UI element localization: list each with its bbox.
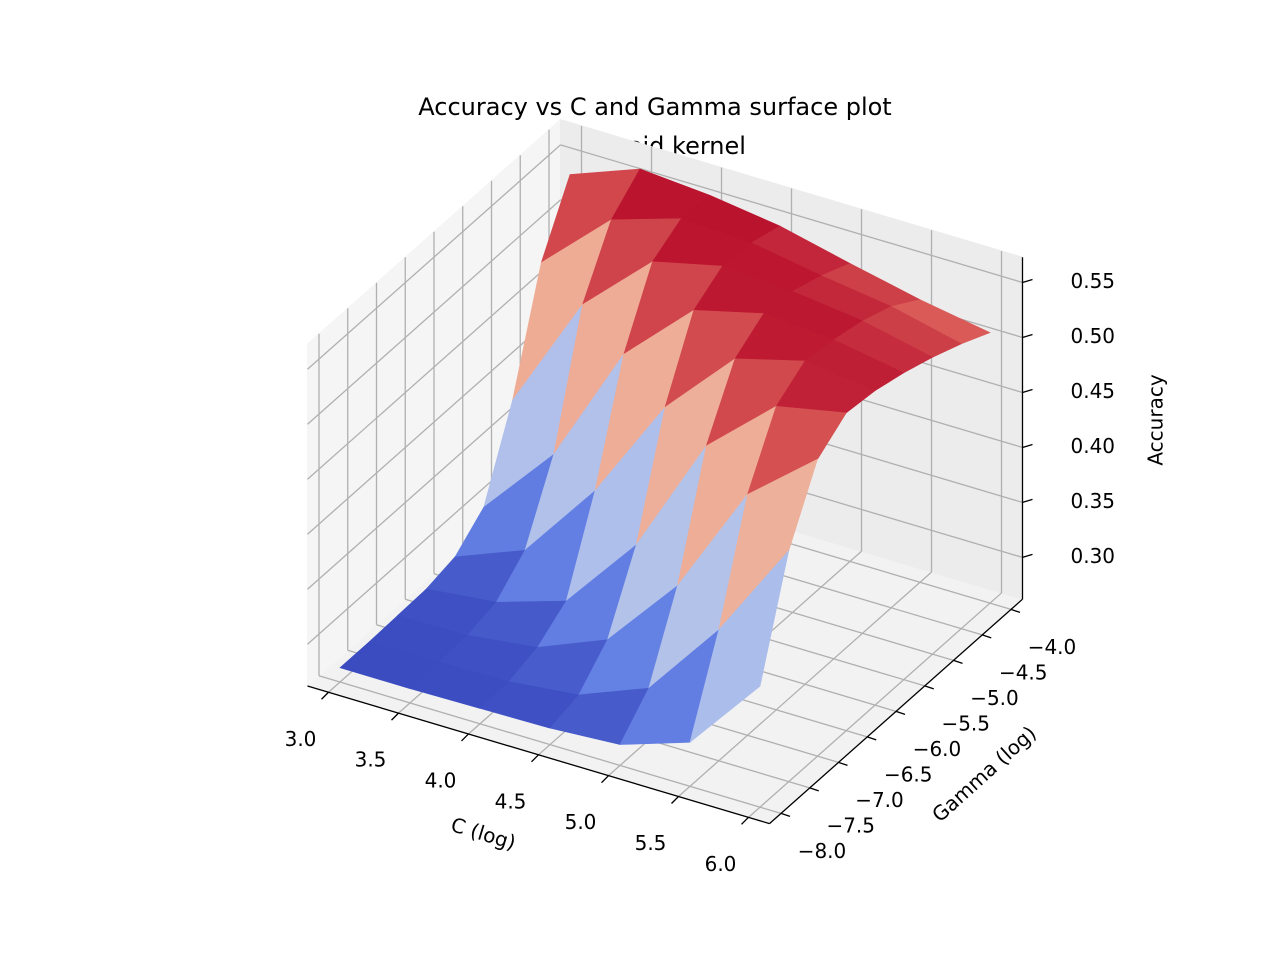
x-tick (461, 733, 469, 742)
z-tick (1022, 498, 1033, 504)
y-tick-label: −7.0 (855, 788, 904, 812)
y-tick (924, 685, 934, 690)
grid-line (307, 144, 561, 370)
chart-title: Accuracy vs C and Gamma surface plot (418, 93, 891, 121)
y-tick-label: −4.5 (999, 660, 1048, 684)
x-axis-line (307, 685, 770, 825)
z-axis-label: Accuracy (1144, 374, 1168, 465)
y-tick (809, 787, 819, 792)
grid-line (307, 199, 561, 425)
z-tick-label: 0.50 (1071, 324, 1116, 348)
y-tick (982, 634, 992, 639)
y-tick (895, 710, 906, 716)
grid-line (307, 254, 561, 480)
x-tick (391, 712, 399, 721)
grid-line (318, 675, 782, 815)
grid-line (560, 144, 1023, 284)
z-tick (1022, 278, 1033, 284)
y-tick-label: −7.5 (826, 813, 875, 837)
x-tick-label: 3.5 (355, 748, 387, 772)
x-tick (531, 754, 539, 763)
x-tick-label: 4.0 (425, 768, 457, 792)
y-tick-label: −5.0 (970, 686, 1019, 710)
z-tick-label: 0.30 (1071, 544, 1116, 568)
z-tick-label: 0.45 (1071, 379, 1116, 403)
y-tick-label: −5.5 (941, 711, 990, 735)
y-tick-label: −8.0 (798, 839, 847, 863)
z-tick (1022, 388, 1033, 394)
z-tick (1022, 443, 1033, 449)
x-axis-label: C (log) (448, 812, 519, 854)
z-tick (1022, 553, 1033, 559)
x-tick-label: 4.5 (495, 789, 527, 813)
y-tick (867, 736, 877, 741)
z-tick-label: 0.40 (1071, 434, 1116, 458)
z-tick-label: 0.35 (1071, 489, 1116, 513)
y-axis-line (769, 598, 1023, 825)
y-tick-label: −6.0 (913, 737, 962, 761)
y-tick (953, 659, 963, 665)
y-tick (780, 812, 791, 818)
z-tick (1022, 333, 1033, 339)
x-tick-label: 5.0 (565, 810, 597, 834)
x-tick (321, 691, 329, 700)
grid-line (307, 309, 561, 535)
y-tick (838, 761, 848, 767)
surface-facet (689, 549, 790, 744)
x-tick (741, 816, 749, 825)
x-tick-label: 3.0 (285, 727, 317, 751)
y-tick (1010, 608, 1021, 614)
z-tick-label: 0.55 (1071, 269, 1116, 293)
x-tick (601, 775, 609, 784)
x-tick-label: 5.5 (635, 831, 667, 855)
y-tick-label: −6.5 (884, 762, 933, 786)
x-tick (671, 796, 679, 804)
y-tick-label: −4.0 (1028, 635, 1077, 659)
x-tick-label: 6.0 (705, 852, 737, 876)
